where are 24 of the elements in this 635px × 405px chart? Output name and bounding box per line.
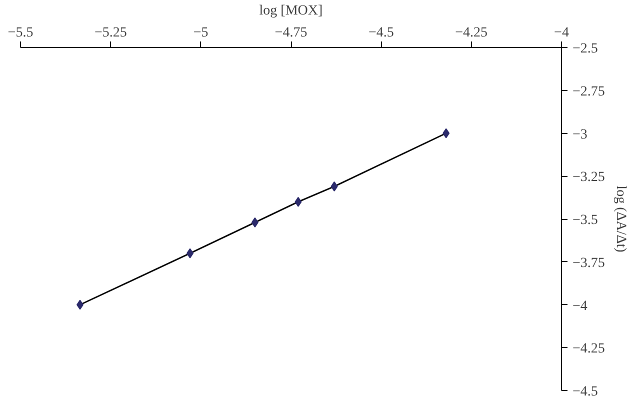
x-tick-label: −5 bbox=[193, 26, 208, 40]
y-tick-label: −4 bbox=[572, 298, 588, 314]
point bbox=[76, 300, 84, 310]
x-tick-label: −5.25 bbox=[94, 26, 127, 40]
y-tick-label: −2.75 bbox=[572, 84, 605, 100]
x-tick-label: −4 bbox=[554, 26, 569, 40]
x-tick-label: −4.75 bbox=[274, 26, 308, 40]
point bbox=[186, 248, 194, 258]
point bbox=[442, 128, 450, 138]
y-tick-label: −2.5 bbox=[572, 42, 598, 56]
y-tick-label: −3 bbox=[572, 127, 588, 142]
x-tick-label: −4.5 bbox=[368, 26, 394, 40]
y-tick-label: −3.25 bbox=[572, 170, 605, 186]
point bbox=[330, 181, 338, 192]
y-tick-label: −4.5 bbox=[572, 384, 598, 400]
x-tick-label: −4.25 bbox=[455, 26, 488, 40]
point bbox=[294, 196, 302, 207]
x-axis-title: log [MOX] bbox=[259, 4, 323, 18]
y-axis-title: log (ΔA/Δt) bbox=[612, 186, 628, 253]
y-tick-label: −3.5 bbox=[572, 213, 598, 228]
x-tick-label: −5.5 bbox=[8, 26, 34, 40]
point bbox=[251, 217, 258, 228]
y-tick-label: −4.25 bbox=[572, 342, 605, 357]
y-tick-label: −3.75 bbox=[572, 256, 605, 271]
